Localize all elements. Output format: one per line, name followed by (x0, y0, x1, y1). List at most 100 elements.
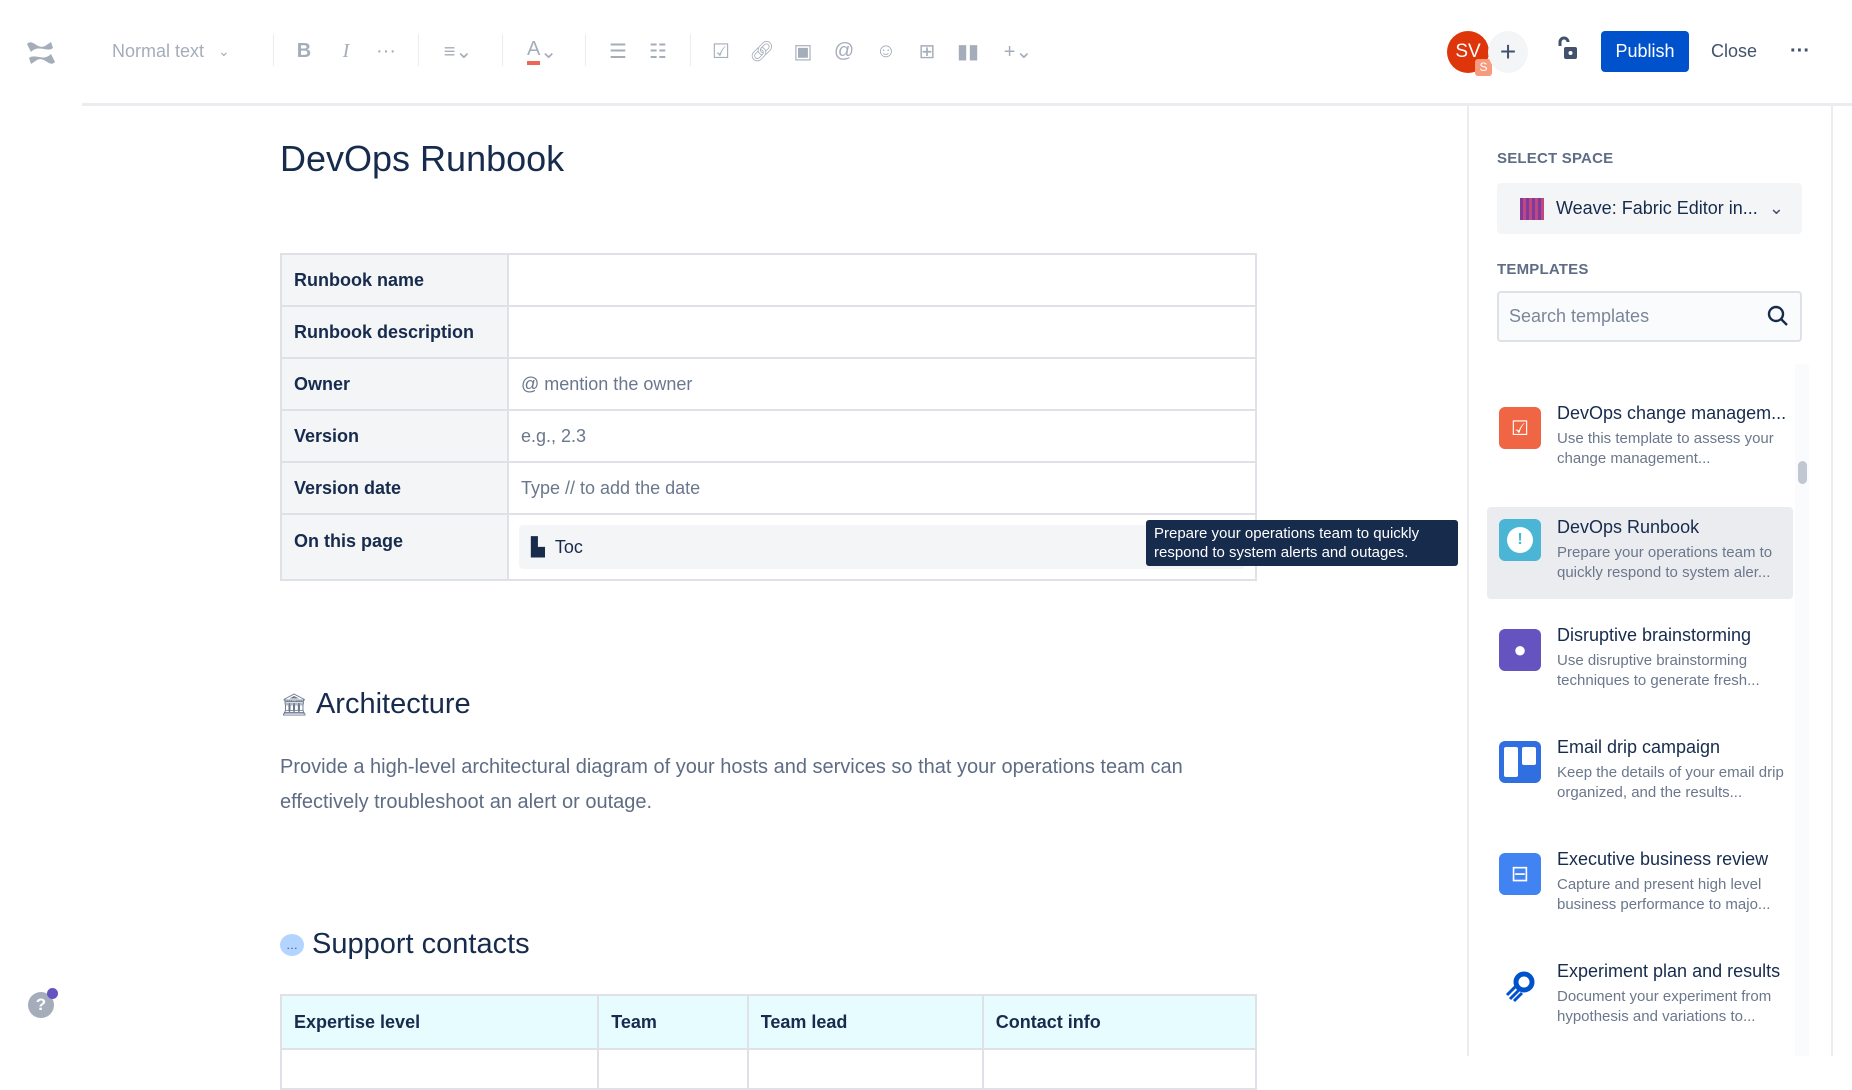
unlock-icon[interactable] (1556, 36, 1580, 62)
notification-dot (47, 988, 58, 999)
template-description: Prepare your operations team to quickly … (1557, 544, 1773, 581)
version-date-cell[interactable]: Type // to add the date (507, 461, 1257, 515)
template-item[interactable]: ☑ DevOps change managem... Use this templa… (1487, 397, 1793, 489)
table-cell[interactable] (597, 1048, 749, 1090)
mention-icon[interactable]: @ (833, 39, 855, 62)
invite-button[interactable]: + (1488, 31, 1528, 73)
template-title: Experiment plan and results (1557, 961, 1781, 981)
confluence-logo-icon[interactable] (24, 36, 58, 70)
column-header[interactable]: Team lead (746, 994, 984, 1050)
bold-icon[interactable]: B (296, 39, 312, 62)
template-description: Document your experiment from hypothesis… (1557, 988, 1772, 1025)
more-options-icon[interactable]: ··· (1790, 39, 1810, 62)
template-title: Executive business review (1557, 849, 1769, 869)
support-contacts-heading: … Support contacts (280, 928, 530, 961)
space-name: Weave: Fabric Editor in... (1556, 198, 1758, 218)
owner-cell[interactable]: @ mention the owner (507, 357, 1257, 411)
template-description: Use this template to assess your change … (1557, 430, 1774, 467)
runbook-info-table: Runbook name Runbook description Owner @ … (280, 253, 1257, 581)
action-item-icon[interactable]: ☑ (712, 40, 730, 63)
publish-button[interactable]: Publish (1601, 31, 1689, 72)
table-cell[interactable] (981, 1048, 1258, 1090)
table-header-row: Expertise level Team Team lead Contact i… (279, 994, 1258, 1050)
layout-icon[interactable]: ▮▮ (956, 40, 979, 63)
close-button[interactable]: Close (1710, 41, 1758, 61)
template-item[interactable]: Email drip campaign Keep the details of y… (1487, 731, 1793, 823)
column-header[interactable]: Contact info (981, 994, 1258, 1050)
numbered-list-icon[interactable]: ☷ (649, 40, 667, 63)
link-icon[interactable]: 🔗︎ (749, 40, 775, 63)
template-description: Keep the details of your email drip orga… (1557, 764, 1784, 801)
on-this-page-cell: ▙ Toc (507, 513, 1257, 581)
space-selector[interactable]: Weave: Fabric Editor in... ⌄ (1497, 183, 1802, 234)
template-list-scrollbar[interactable] (1795, 364, 1809, 1056)
row-key: Version date (280, 461, 509, 515)
row-key: Owner (280, 357, 509, 411)
runbook-description-cell[interactable] (507, 305, 1257, 359)
image-icon[interactable]: ▣ (793, 40, 813, 63)
architecture-text[interactable]: Provide a high-level architectural diagr… (280, 756, 1183, 813)
column-header[interactable]: Expertise level (279, 994, 600, 1050)
table-row: Runbook name (280, 253, 1257, 307)
text-color-icon[interactable]: A ⌄ (526, 37, 558, 65)
document-icon: ▙ (531, 536, 545, 557)
table-row: Runbook description (280, 305, 1257, 359)
template-title: DevOps Runbook (1557, 517, 1700, 537)
avatar-badge: S (1475, 59, 1492, 76)
space-avatar-icon (1520, 197, 1544, 220)
chevron-down-icon: ⌄ (218, 42, 230, 59)
bullet-list-icon[interactable]: ☰ (609, 40, 627, 63)
avatar[interactable]: SV (1447, 31, 1489, 73)
template-item[interactable]: ! DevOps Runbook Prepare your operations t… (1487, 507, 1793, 599)
template-description: Capture and present high level business … (1557, 876, 1771, 913)
classical-building-icon: 🏛︎ (280, 691, 308, 717)
rocket-icon (1499, 965, 1541, 1007)
checklist-icon: ☑ (1499, 407, 1541, 449)
table-row: Version e.g., 2.3 (280, 409, 1257, 463)
column-header[interactable]: Team (597, 994, 749, 1050)
version-cell[interactable]: e.g., 2.3 (507, 409, 1257, 463)
row-key: Runbook description (280, 305, 509, 359)
insert-dropdown-icon[interactable]: +⌄ (1003, 40, 1033, 63)
search-templates-input[interactable] (1497, 291, 1802, 342)
template-description: Use disruptive brainstorming techniques … (1557, 652, 1760, 689)
avatar-initials: SV (1455, 41, 1481, 62)
board-icon (1499, 741, 1541, 783)
table-row (279, 1048, 1258, 1090)
speech-bubble-icon: … (280, 933, 304, 956)
row-key: Version (280, 409, 509, 463)
search-icon[interactable] (1767, 305, 1789, 327)
table-row: On this page ▙ Toc (280, 513, 1257, 581)
scrollbar-thumb[interactable] (1798, 461, 1807, 484)
runbook-name-cell[interactable] (507, 253, 1257, 307)
toc-label: Toc (554, 536, 583, 557)
heading-text: Support contacts (312, 928, 530, 960)
emoji-icon[interactable]: ☺ (875, 39, 897, 62)
text-style-label: Normal text (112, 40, 205, 61)
template-title: Email drip campaign (1557, 737, 1721, 757)
row-key: On this page (280, 513, 509, 581)
toc-macro[interactable]: ▙ Toc (519, 525, 1245, 569)
page-title[interactable]: DevOps Runbook (280, 138, 565, 179)
table-row: Version date Type // to add the date (280, 461, 1257, 515)
table-row: Owner @ mention the owner (280, 357, 1257, 411)
template-item[interactable]: ● Disruptive brainstorming Use disruptive … (1487, 619, 1793, 711)
align-dropdown-icon[interactable]: ≡⌄ (443, 40, 473, 63)
text-style-dropdown[interactable]: Normal text ⌄ (112, 36, 242, 66)
table-cell[interactable] (279, 1048, 600, 1090)
select-space-label: SELECT SPACE (1497, 150, 1614, 167)
briefcase-icon: ⊟ (1499, 853, 1541, 895)
template-item[interactable]: ⊟ Executive business review Capture and pr… (1487, 843, 1793, 935)
template-title: Disruptive brainstorming (1557, 625, 1752, 645)
more-formatting-icon[interactable]: ··· (376, 39, 396, 62)
heading-text: Architecture (315, 688, 471, 720)
table-cell[interactable] (746, 1048, 984, 1090)
templates-label: TEMPLATES (1497, 261, 1589, 278)
support-contacts-table: Expertise level Team Team lead Contact i… (279, 994, 1258, 1090)
table-icon[interactable]: ⊞ (918, 40, 936, 63)
template-item[interactable]: Experiment plan and results Document your… (1487, 955, 1793, 1047)
italic-icon[interactable]: I (342, 39, 350, 62)
toolbar-divider (82, 103, 1852, 106)
editor-toolbar: Normal text ⌄ B I ··· ≡⌄ A ⌄ ☰ ☷ ☑ 🔗︎ ▣ @ … (0, 0, 1852, 104)
alert-icon: ! (1499, 519, 1541, 561)
